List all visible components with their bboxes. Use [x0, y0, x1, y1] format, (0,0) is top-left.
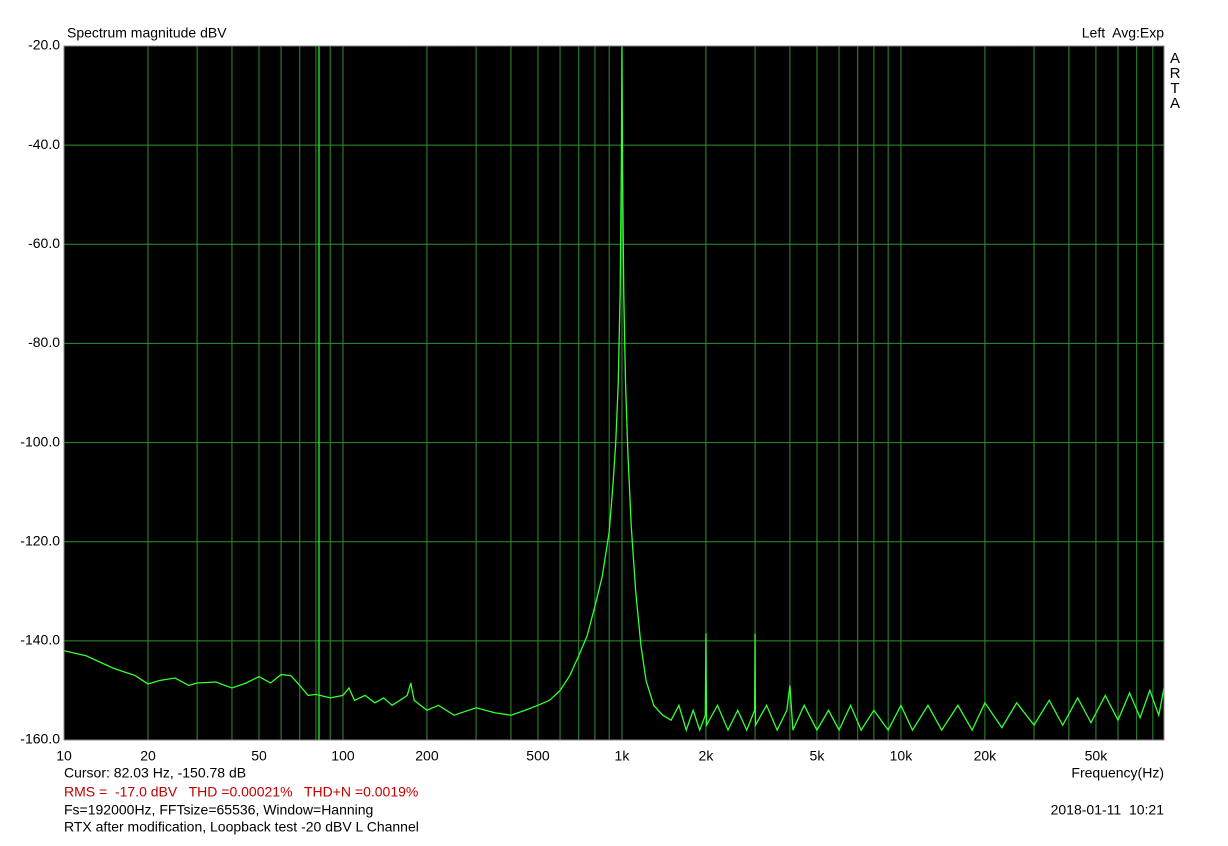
- x-tick-label: 100: [331, 748, 355, 764]
- y-tick-label: -120.0: [20, 532, 60, 548]
- x-tick-label: 20k: [974, 748, 998, 764]
- x-tick-label: 1k: [615, 748, 631, 764]
- measurement: RMS = -17.0 dBV THD =0.00021% THD+N =0.0…: [64, 784, 418, 800]
- x-tick-label: 200: [415, 748, 439, 764]
- x-tick-label: 5k: [810, 748, 826, 764]
- spectrum-line: [63, 45, 1165, 733]
- x-tick-label: 2k: [699, 748, 715, 764]
- brand: ARTA: [1167, 50, 1184, 110]
- chart-title: Spectrum magnitude dBV: [67, 25, 227, 41]
- plot-border: [63, 45, 1165, 741]
- y-tick-label: -80.0: [28, 334, 60, 350]
- date: 2018-01-11 10:21: [1051, 802, 1165, 818]
- x-tick-label: 10k: [890, 748, 914, 764]
- plot-area: [64, 46, 1164, 740]
- x-tick-label: 10: [56, 748, 72, 764]
- y-tick-label: -20.0: [28, 37, 60, 53]
- x-tick-label: 50: [251, 748, 267, 764]
- y-tick-label: -160.0: [20, 731, 60, 747]
- y-tick-label: -60.0: [28, 235, 60, 251]
- x-tick-label: 50k: [1085, 748, 1109, 764]
- x-tick-label: 500: [526, 748, 550, 764]
- x-tick-label: 20: [140, 748, 156, 764]
- note: RTX after modification, Loopback test -2…: [64, 819, 419, 835]
- status: Left Avg:Exp: [1082, 25, 1164, 41]
- y-tick-label: -40.0: [28, 136, 60, 152]
- settings: Fs=192000Hz, FFTsize=65536, Window=Hanni…: [64, 802, 373, 818]
- y-tick-label: -100.0: [20, 433, 60, 449]
- cursor-readout: Cursor: 82.03 Hz, -150.78 dB: [64, 765, 246, 781]
- x-axis-label: Frequency(Hz): [1071, 765, 1164, 781]
- y-tick-label: -140.0: [20, 632, 60, 648]
